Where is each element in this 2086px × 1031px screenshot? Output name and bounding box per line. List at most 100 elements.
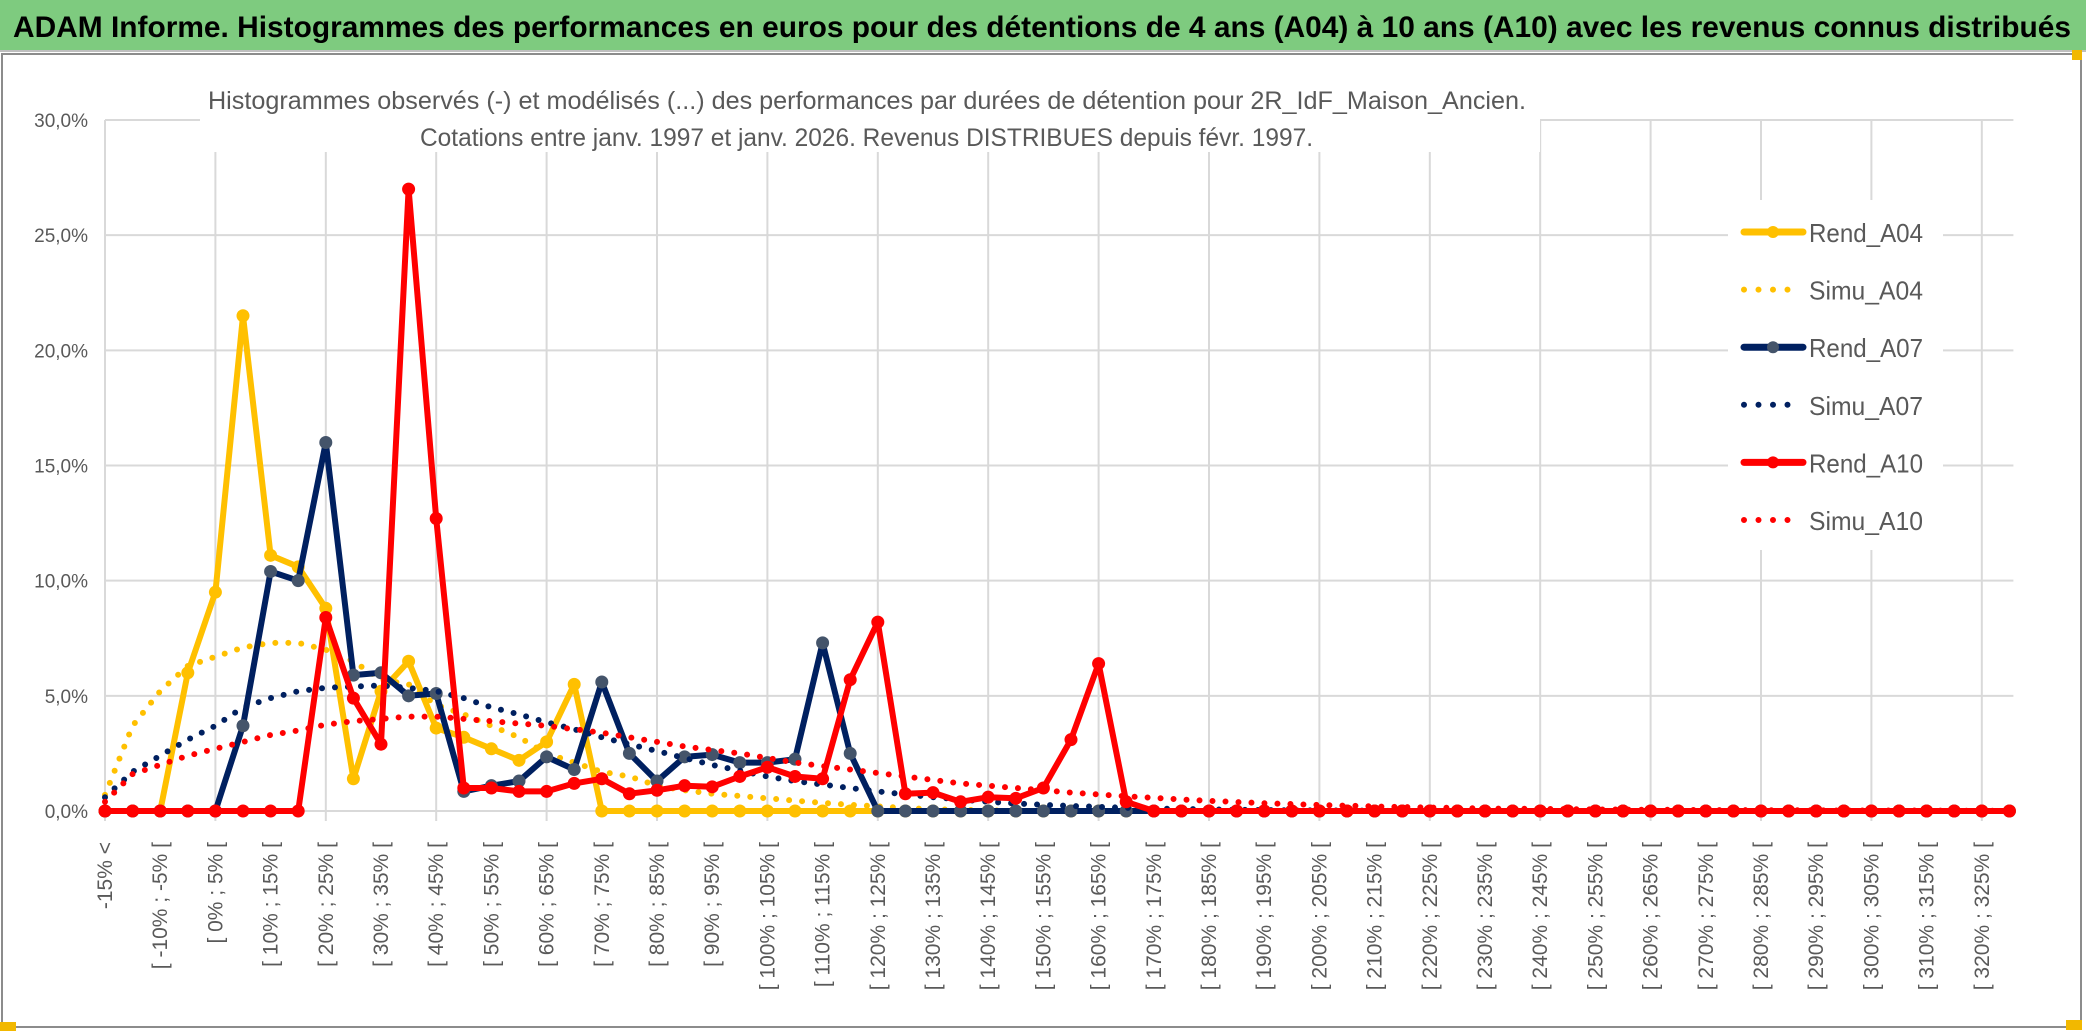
data-point[interactable] (567, 763, 581, 777)
data-point[interactable] (291, 574, 305, 588)
data-point[interactable] (402, 182, 416, 196)
data-point[interactable] (319, 611, 333, 625)
data-point[interactable] (1174, 804, 1188, 818)
data-point[interactable] (484, 742, 498, 756)
data-point[interactable] (126, 804, 140, 818)
data-point[interactable] (264, 564, 278, 578)
data-point[interactable] (236, 804, 250, 818)
data-point[interactable] (540, 750, 554, 764)
data-point[interactable] (181, 804, 195, 818)
data-point[interactable] (402, 689, 416, 703)
legend-entry-rend-a07[interactable]: Rend_A07 (1740, 333, 1923, 363)
data-point[interactable] (816, 636, 830, 650)
selection-handle-bottom-left[interactable] (0, 1022, 16, 1031)
data-point[interactable] (981, 790, 995, 804)
data-point[interactable] (319, 435, 333, 449)
data-point[interactable] (871, 615, 885, 629)
data-point[interactable] (540, 784, 554, 798)
data-point[interactable] (1092, 657, 1106, 671)
data-point[interactable] (346, 772, 360, 786)
data-point[interactable] (595, 804, 609, 818)
chart-area-border[interactable] (1, 53, 2082, 1028)
data-point[interactable] (871, 804, 885, 818)
selection-handle-top-right[interactable] (2072, 50, 2082, 60)
data-point[interactable] (595, 772, 609, 786)
legend-entry-simu-a10[interactable]: Simu_A10 (1741, 506, 1923, 536)
data-point[interactable] (650, 804, 664, 818)
data-point[interactable] (1837, 804, 1851, 818)
data-point[interactable] (622, 804, 636, 818)
data-point[interactable] (733, 769, 747, 783)
data-point[interactable] (705, 780, 719, 794)
data-point[interactable] (264, 804, 278, 818)
data-point[interactable] (1588, 804, 1602, 818)
data-point[interactable] (843, 746, 857, 760)
data-point[interactable] (98, 804, 112, 818)
data-point[interactable] (816, 772, 830, 786)
data-point[interactable] (926, 804, 940, 818)
data-point[interactable] (512, 784, 526, 798)
data-point[interactable] (457, 781, 471, 795)
data-point[interactable] (540, 735, 554, 749)
legend-entry-simu-a07[interactable]: Simu_A07 (1741, 391, 1923, 421)
legend-entry-rend-a10[interactable]: Rend_A10 (1740, 448, 1923, 478)
data-point[interactable] (843, 673, 857, 687)
data-point[interactable] (1009, 804, 1023, 818)
data-point[interactable] (1147, 804, 1161, 818)
data-point[interactable] (429, 511, 443, 525)
data-point[interactable] (1257, 804, 1271, 818)
simulated-line[interactable] (102, 713, 2013, 814)
data-point[interactable] (374, 737, 388, 751)
data-point[interactable] (650, 783, 664, 797)
data-point[interactable] (760, 760, 774, 774)
data-point[interactable] (346, 668, 360, 682)
data-point[interactable] (1230, 804, 1244, 818)
series-simu-a10[interactable] (102, 713, 2013, 814)
data-point[interactable] (291, 804, 305, 818)
data-point[interactable] (236, 719, 250, 733)
data-point[interactable] (678, 779, 692, 793)
legend-entry-simu-a04[interactable]: Simu_A04 (1741, 276, 1923, 306)
data-point[interactable] (429, 721, 443, 735)
data-point[interactable] (346, 691, 360, 705)
legend-entry-rend-a04[interactable]: Rend_A04 (1740, 218, 1923, 248)
data-point[interactable] (981, 804, 995, 818)
data-point[interactable] (567, 677, 581, 691)
data-point[interactable] (760, 804, 774, 818)
data-point[interactable] (954, 795, 968, 809)
data-point[interactable] (402, 654, 416, 668)
data-point[interactable] (484, 781, 498, 795)
data-point[interactable] (1064, 733, 1078, 747)
data-point[interactable] (788, 769, 802, 783)
data-point[interactable] (236, 309, 250, 323)
data-point[interactable] (319, 601, 333, 615)
data-point[interactable] (567, 776, 581, 790)
data-point[interactable] (1009, 791, 1023, 805)
data-point[interactable] (622, 746, 636, 760)
legend[interactable]: Rend_A04 Simu_A04 Rend_A07 Simu_A07 Rend_A10… (1728, 200, 1943, 550)
data-point[interactable] (926, 786, 940, 800)
data-point[interactable] (733, 756, 747, 770)
data-point[interactable] (512, 774, 526, 788)
data-point[interactable] (1809, 804, 1823, 818)
data-point[interactable] (181, 666, 195, 680)
data-point[interactable] (733, 804, 747, 818)
data-point[interactable] (678, 804, 692, 818)
data-point[interactable] (595, 675, 609, 689)
data-point[interactable] (153, 804, 167, 818)
data-point[interactable] (788, 804, 802, 818)
data-point[interactable] (512, 753, 526, 767)
data-point[interactable] (208, 585, 222, 599)
data-point[interactable] (898, 787, 912, 801)
data-point[interactable] (1036, 804, 1050, 818)
data-point[interactable] (2002, 804, 2016, 818)
data-point[interactable] (1202, 804, 1216, 818)
data-point[interactable] (816, 804, 830, 818)
data-point[interactable] (264, 548, 278, 562)
data-point[interactable] (898, 804, 912, 818)
data-point[interactable] (208, 804, 222, 818)
data-point[interactable] (954, 804, 968, 818)
data-point[interactable] (1285, 804, 1299, 818)
data-point[interactable] (705, 804, 719, 818)
data-point[interactable] (622, 787, 636, 801)
